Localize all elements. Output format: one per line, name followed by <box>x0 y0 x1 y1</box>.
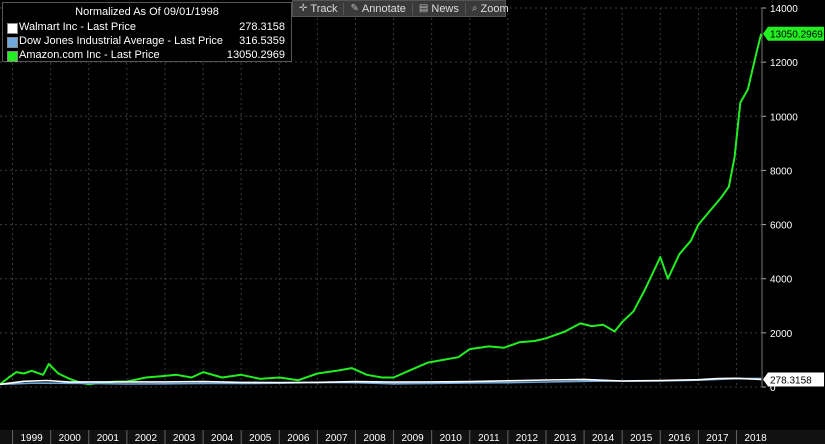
x-tick-label: 2018 <box>744 433 767 444</box>
amazon-last-value-label-box <box>763 26 824 41</box>
track-label: Track <box>310 2 338 15</box>
x-tick-label: 2013 <box>554 433 577 444</box>
walmart-last-value-label-box <box>763 372 824 387</box>
crosshair-icon: ✛ <box>299 3 308 14</box>
legend-label-walmart: Walmart Inc - Last Price <box>19 21 136 33</box>
news-label: News <box>431 2 459 15</box>
x-tick-label: 2010 <box>440 433 463 444</box>
x-tick-label: 2001 <box>97 433 120 444</box>
x-tick-label: 2007 <box>325 433 348 444</box>
magnifier-icon: ⌕ <box>471 3 478 14</box>
y-tick-label: 8000 <box>770 166 793 177</box>
x-tick-label: 2011 <box>478 433 500 444</box>
annotate-label: Annotate <box>361 2 406 15</box>
legend-swatch-amazon <box>7 51 18 62</box>
x-tick-label: 2016 <box>668 433 691 444</box>
x-tick-label: 2015 <box>630 433 653 444</box>
legend-label-dow-jones: Dow Jones Industrial Average - Last Pric… <box>19 35 224 47</box>
legend-header: Normalized As Of 09/01/1998 <box>75 6 219 18</box>
y-tick-label: 10000 <box>770 112 798 123</box>
x-tick-label: 2014 <box>592 433 615 444</box>
legend-swatch-walmart <box>7 23 18 34</box>
zoom-button[interactable]: ⌕ Zoom <box>464 2 515 15</box>
x-tick-label: 2006 <box>287 433 310 444</box>
legend-swatch-dow-jones <box>7 37 18 48</box>
track-button[interactable]: ✛ Track <box>293 3 343 15</box>
legend-value-dow-jones: 316.5359 <box>239 35 285 47</box>
x-tick-label: 2017 <box>706 433 729 444</box>
legend-item-dow-jones[interactable]: Dow Jones Industrial Average - Last Pric… <box>3 34 291 48</box>
chart-legend[interactable]: Normalized As Of 09/01/1998 Walmart Inc … <box>2 2 292 62</box>
x-tick-label: 2009 <box>401 433 424 444</box>
y-tick-label: 14000 <box>770 4 798 15</box>
x-tick-label: 2005 <box>249 433 272 444</box>
x-tick-label: 2004 <box>211 433 234 444</box>
pencil-icon: ✎ <box>350 3 359 14</box>
y-tick-label: 12000 <box>770 58 798 69</box>
legend-item-amazon[interactable]: Amazon.com Inc - Last Price 13050.2969 <box>3 48 291 62</box>
amazon-last-value-label-text: 13050.2969 <box>770 30 823 41</box>
annotate-button[interactable]: ✎ Annotate <box>343 2 411 15</box>
chart-toolbar: ✛ Track ✎ Annotate ▤ News ⌕ Zoom <box>292 0 509 17</box>
legend-label-amazon: Amazon.com Inc - Last Price <box>19 49 160 61</box>
walmart-last-value-label-text: 278.3158 <box>770 375 812 386</box>
zoom-label: Zoom <box>480 2 509 15</box>
y-tick-label: 2000 <box>770 329 793 340</box>
y-tick-label: 0 <box>770 383 776 394</box>
y-tick-label: 4000 <box>770 275 793 286</box>
y-tick-label: 6000 <box>770 221 793 232</box>
x-tick-label: 1999 <box>20 433 43 444</box>
series-line-2[interactable] <box>0 377 762 386</box>
news-button[interactable]: ▤ News <box>411 2 465 15</box>
x-tick-label: 2002 <box>135 433 158 444</box>
amazon-last-value-label: 13050.2969 <box>763 26 824 41</box>
legend-value-amazon: 13050.2969 <box>226 49 285 61</box>
legend-item-walmart[interactable]: Walmart Inc - Last Price 278.3158 <box>3 20 291 34</box>
walmart-last-value-label: 278.3158 <box>763 372 824 387</box>
x-tick-label: 2000 <box>59 433 82 444</box>
legend-value-walmart: 278.3158 <box>239 21 285 33</box>
x-tick-label: 2003 <box>173 433 196 444</box>
x-axis-band <box>0 430 825 444</box>
x-tick-label: 2012 <box>516 433 539 444</box>
newspaper-icon: ▤ <box>418 3 429 14</box>
x-tick-label: 2008 <box>363 433 386 444</box>
